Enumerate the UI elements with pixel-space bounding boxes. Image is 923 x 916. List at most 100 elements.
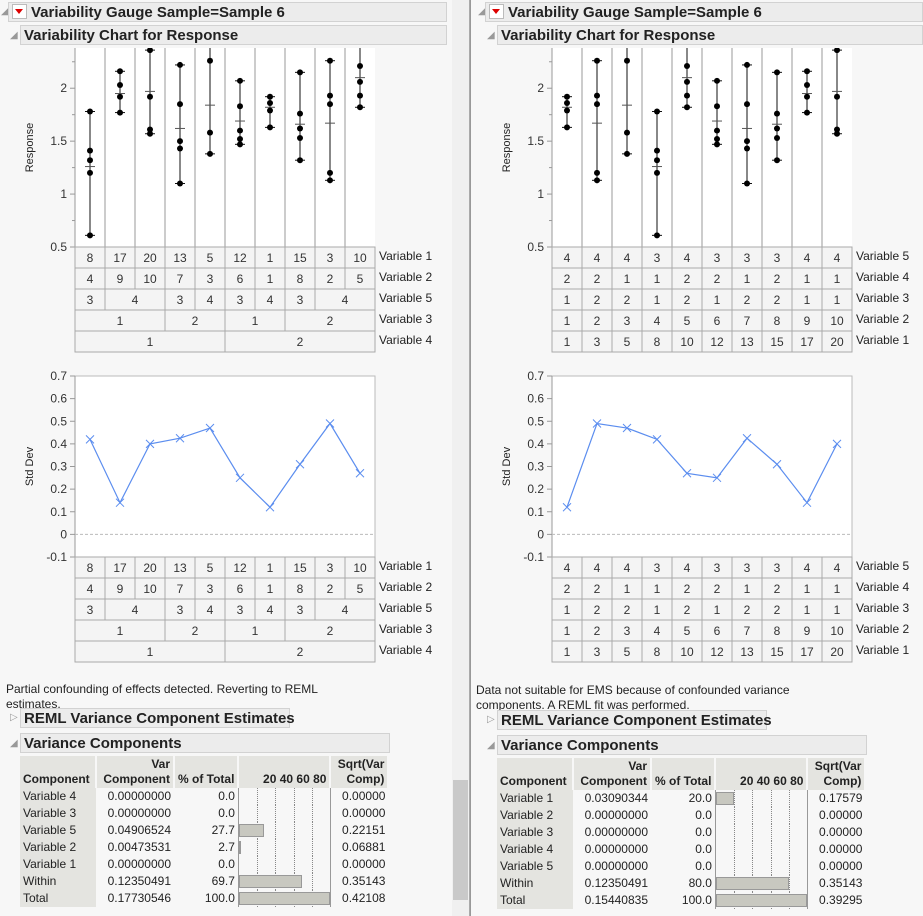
variance-components-header[interactable]: Variance Components xyxy=(497,735,867,755)
pct-bar xyxy=(715,792,735,805)
group-cell-label: 1 xyxy=(147,645,154,659)
chart-title-header[interactable]: Variability Chart for Response xyxy=(20,25,447,45)
group-row-label: Variable 4 xyxy=(379,643,432,657)
data-point xyxy=(237,127,243,134)
vertical-scrollbar[interactable] xyxy=(452,0,470,916)
group-cell-label: 9 xyxy=(804,314,811,328)
collapse-icon[interactable]: ◢ xyxy=(487,30,495,41)
y-tick-label: 1.5 xyxy=(50,134,67,148)
group-cell-label: 4 xyxy=(267,293,274,307)
group-cell-label: 13 xyxy=(173,561,187,575)
group-cell-label: 2 xyxy=(594,293,601,307)
group-cell-label: 4 xyxy=(834,251,841,265)
group-cell-label: 9 xyxy=(117,272,124,286)
bar-gridline xyxy=(275,839,277,856)
group-cell-label: 5 xyxy=(207,251,214,265)
report-title-header[interactable]: Variability Gauge Sample=Sample 6 xyxy=(8,2,447,22)
data-point xyxy=(177,61,183,68)
group-cell-label: 1 xyxy=(834,582,841,596)
pct-bar-cell xyxy=(237,839,331,856)
collapse-icon[interactable]: ◢ xyxy=(10,738,18,749)
data-point xyxy=(87,108,93,115)
group-cell-label: 4 xyxy=(804,561,811,575)
std-dev-marker xyxy=(355,468,365,478)
collapse-icon[interactable]: ◢ xyxy=(1,6,9,17)
red-triangle-menu-icon[interactable] xyxy=(12,4,27,19)
group-cell-label: 3 xyxy=(594,645,601,659)
bar-gridline xyxy=(770,824,772,841)
pct-total-cell: 0.0 xyxy=(695,859,712,873)
y-tick-label: 0.5 xyxy=(527,240,544,254)
group-cell-label: 4 xyxy=(654,314,661,328)
pct-bar xyxy=(238,892,330,905)
group-cell-label: 1 xyxy=(804,272,811,286)
pct-bar-cell xyxy=(714,875,808,892)
report-title-header[interactable]: Variability Gauge Sample=Sample 6 xyxy=(485,2,923,22)
std-dev-marker xyxy=(592,419,602,428)
data-point xyxy=(87,147,93,154)
data-point xyxy=(744,138,750,145)
pct-bar-cell xyxy=(714,892,808,909)
red-triangle-menu-icon[interactable] xyxy=(489,4,504,19)
scrollbar-thumb[interactable] xyxy=(453,780,468,900)
group-cell-label: 1 xyxy=(624,272,631,286)
bar-gridline xyxy=(752,841,754,858)
status-message: Partial confounding of effects detected.… xyxy=(6,682,318,711)
var-component-cell: 0.00000000 xyxy=(584,859,648,873)
group-cell-label: 17 xyxy=(800,645,814,659)
bar-gridline xyxy=(752,858,754,875)
group-cell-label: 10 xyxy=(680,335,694,349)
expand-icon[interactable]: ▷ xyxy=(487,714,495,725)
group-cell-label: 3 xyxy=(744,251,751,265)
group-row-label: Variable 2 xyxy=(856,622,909,636)
data-point xyxy=(774,69,780,76)
data-point xyxy=(744,61,750,68)
group-cell-label: 1 xyxy=(267,251,274,265)
data-point xyxy=(654,157,660,164)
table-row: Variable 4 0.00000000 0.0 0.00000 xyxy=(497,841,865,858)
data-point xyxy=(177,180,183,187)
group-cell-label: 17 xyxy=(113,561,127,575)
data-point xyxy=(714,127,720,134)
data-point xyxy=(624,129,630,136)
group-cell-label: 7 xyxy=(744,314,751,328)
group-cell-label: 4 xyxy=(87,272,94,286)
pct-total-cell: 69.7 xyxy=(211,874,235,888)
collapse-icon[interactable]: ◢ xyxy=(478,6,486,17)
expand-icon[interactable]: ▷ xyxy=(10,712,18,723)
group-cell xyxy=(224,330,376,353)
data-point xyxy=(297,125,303,132)
table-row: Variable 2 0.00000000 0.0 0.00000 xyxy=(497,807,865,824)
collapse-icon[interactable]: ◢ xyxy=(487,740,495,751)
data-point xyxy=(327,177,333,184)
data-point xyxy=(564,107,570,114)
data-point xyxy=(774,157,780,164)
group-cell-label: 4 xyxy=(132,293,139,307)
group-cell-label: 1 xyxy=(804,293,811,307)
chart-title-header[interactable]: Variability Chart for Response xyxy=(497,25,923,45)
data-point xyxy=(564,93,570,100)
bar-gridline xyxy=(734,841,736,858)
collapse-icon[interactable]: ◢ xyxy=(10,30,18,41)
data-point xyxy=(714,141,720,148)
group-cell-label: 4 xyxy=(207,603,214,617)
group-cell-label: 10 xyxy=(143,272,157,286)
pct-bar-cell xyxy=(714,824,808,841)
reml-estimates-header[interactable]: REML Variance Component Estimates xyxy=(20,708,295,728)
std-dev-marker xyxy=(652,434,662,444)
group-cell-label: 4 xyxy=(624,561,631,575)
y-tick-label: 0 xyxy=(60,527,67,541)
var-component-cell: 0.00000000 xyxy=(107,806,171,820)
group-cell-label: 3 xyxy=(177,293,184,307)
pct-bar xyxy=(715,877,789,890)
group-cell-label: 4 xyxy=(684,251,691,265)
bar-gridline xyxy=(752,807,754,824)
y-tick-label: 1 xyxy=(60,187,67,201)
group-cell-label: 1 xyxy=(834,293,841,307)
table-row: Within 0.12350491 69.7 0.35143 xyxy=(20,873,388,890)
data-point xyxy=(834,126,840,133)
reml-estimates-header[interactable]: REML Variance Component Estimates xyxy=(497,710,772,730)
variance-components-header[interactable]: Variance Components xyxy=(20,733,390,753)
group-cell-label: 3 xyxy=(714,251,721,265)
std-dev-marker xyxy=(772,459,782,469)
